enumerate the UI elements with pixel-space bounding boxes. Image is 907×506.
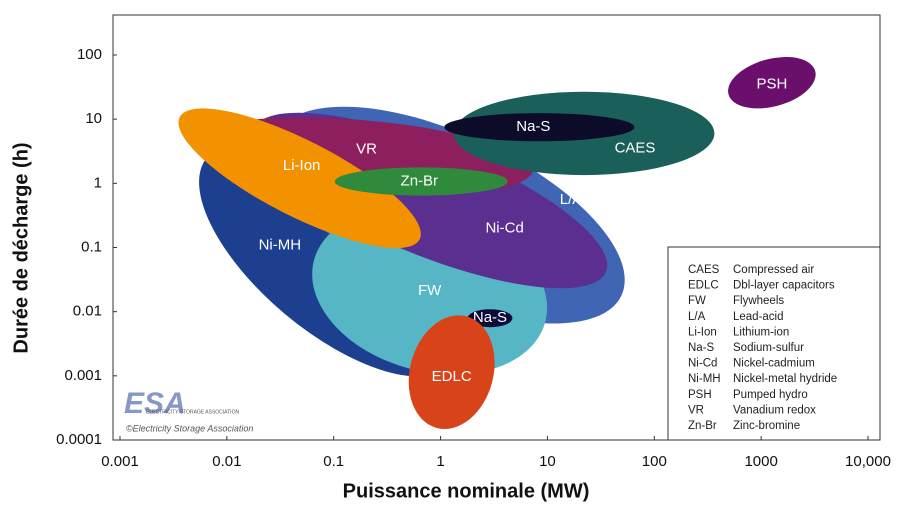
y-tick-label: 0.001 (64, 367, 102, 384)
legend-abbr: VR (688, 404, 704, 416)
legend-desc: Zinc-bromine (733, 420, 800, 432)
x-tick-label: 100 (642, 453, 667, 470)
x-tick-label: 0.1 (323, 453, 344, 470)
legend-abbr: Ni-Cd (688, 358, 717, 370)
y-tick-label: 0.0001 (56, 431, 102, 448)
legend-box (667, 246, 881, 441)
y-tick-label: 100 (77, 46, 102, 63)
legend-desc: Compressed air (733, 264, 814, 276)
region-label: CAES (615, 139, 656, 156)
legend-desc: Nickel-metal hydride (733, 373, 837, 385)
legend-abbr: EDLC (688, 280, 719, 292)
x-tick-label: 1 (436, 453, 444, 470)
legend-abbr: Li-Ion (688, 326, 717, 338)
legend-abbr: Na-S (688, 342, 715, 354)
y-tick-label: 10 (85, 110, 102, 127)
legend-desc: Lead-acid (733, 311, 784, 323)
logo-mark: ESA (124, 387, 186, 420)
x-axis-title: Puissance nominale (MW) (343, 480, 590, 502)
y-axis-title: Durée de décharge (h) (10, 142, 32, 353)
x-tick-label: 1000 (744, 453, 777, 470)
region-label: FW (418, 282, 442, 299)
region-label: EDLC (432, 368, 472, 385)
region (408, 315, 495, 429)
y-tick-label: 0.1 (81, 238, 102, 255)
y-tick-label: 0.01 (73, 303, 102, 320)
legend-desc: Sodium-sulfur (733, 342, 804, 354)
logo-credit: ©Electricity Storage Association (126, 423, 253, 433)
legend-desc: Pumped hydro (733, 389, 808, 401)
region (467, 309, 513, 328)
x-tick-label: 0.001 (101, 453, 139, 470)
x-tick-label: 10 (539, 453, 556, 470)
regions: Ni-MH L/A FW Ni-Cd VR CAES Na-S Li-Ion Zn-Br Na-S… (178, 57, 816, 429)
y-tick-label: 1 (94, 174, 102, 191)
region (334, 167, 508, 196)
region-label: PSH (756, 76, 787, 93)
legend-desc: Vanadium redox (733, 404, 816, 416)
legend-abbr: L/A (688, 311, 706, 323)
legend-desc: Lithium-ion (733, 326, 789, 338)
legend-abbr: Ni-MH (688, 373, 721, 385)
logo-name: ELECTRICITY STORAGE ASSOCIATION (146, 409, 239, 415)
region (444, 113, 635, 142)
legend-desc: Nickel-cadmium (733, 358, 815, 370)
region-label: Zn-Br (401, 172, 439, 189)
region-label: Na-S (473, 309, 507, 326)
region-label: Na-S (516, 118, 550, 135)
legend: CAES Compressed air EDLC Dbl-layer capacito… (688, 264, 837, 432)
legend-abbr: CAES (688, 264, 720, 276)
x-tick-label: 0.01 (212, 453, 241, 470)
region-label: VR (356, 141, 377, 158)
region-label: L/A (560, 191, 583, 208)
region (178, 108, 421, 249)
legend-desc: Flywheels (733, 295, 784, 307)
region-label: Ni-MH (259, 236, 302, 253)
legend-abbr: Zn-Br (688, 420, 717, 432)
legend-abbr: PSH (688, 389, 712, 401)
legend-abbr: FW (688, 295, 706, 307)
region-label: Ni-Cd (485, 219, 523, 236)
legend-desc: Dbl-layer capacitors (733, 280, 835, 292)
region-label: Li-Ion (283, 157, 321, 174)
region (728, 57, 816, 109)
x-tick-label: 10,000 (845, 453, 891, 470)
